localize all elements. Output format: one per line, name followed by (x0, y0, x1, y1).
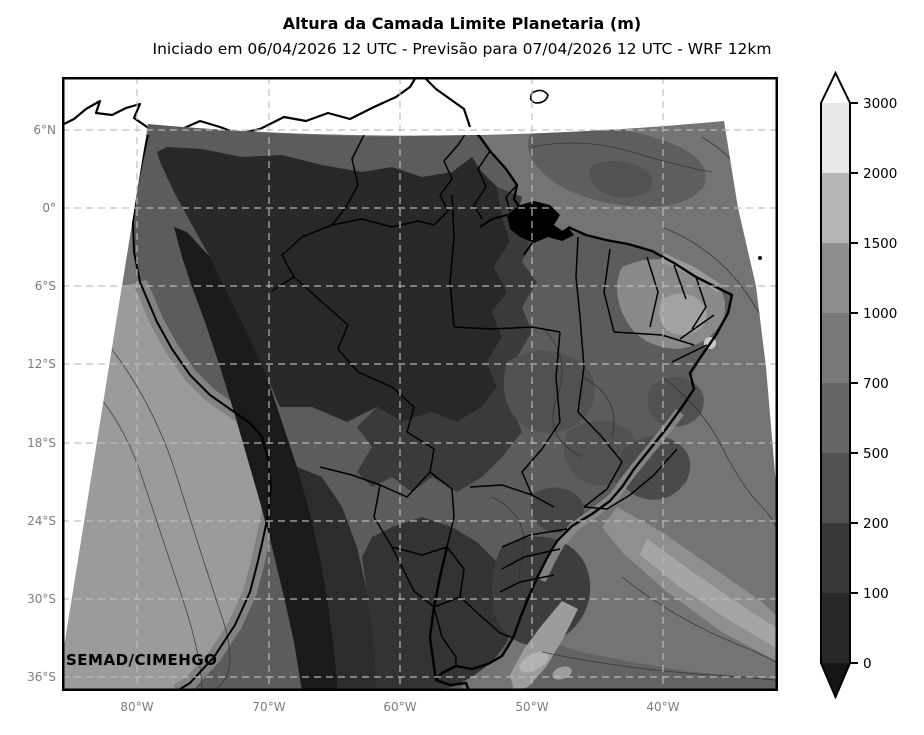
lat-tick-label: 6°N (33, 123, 56, 137)
lat-tick-label: 0° (42, 201, 56, 215)
colorbar-segment (821, 103, 850, 173)
lat-tick-label: 18°S (27, 436, 56, 450)
map-title: Altura da Camada Limite Planetaria (m) (282, 14, 642, 33)
map-plot-area (62, 77, 778, 691)
lon-tick-label: 70°W (252, 700, 286, 714)
lon-tick-label: 60°W (383, 700, 417, 714)
colorbar-tick-label: 3000 (863, 96, 897, 112)
colorbar-segment (821, 593, 850, 663)
lat-tick-label: 6°S (34, 279, 56, 293)
colorbar-segment (821, 173, 850, 243)
map-svg (62, 77, 778, 691)
coastline (132, 126, 734, 691)
map-dot (758, 256, 762, 260)
colorbar-tick-label: 100 (863, 586, 889, 602)
colorbar-tick-label: 500 (863, 446, 889, 462)
colorbar-extend-top (821, 73, 850, 103)
plot-frame (62, 77, 778, 691)
watermark: SEMAD/CIMEHGO (66, 651, 218, 669)
colorbar-tick-label: 0 (863, 656, 872, 672)
lon-tick-label: 40°W (646, 700, 680, 714)
colorbar-segment (821, 453, 850, 523)
river (428, 546, 449, 681)
colorbar-tick-label: 2000 (863, 166, 897, 182)
map-subtitle: Iniciado em 06/04/2026 12 UTC - Previsão… (152, 40, 772, 58)
amazon-delta (507, 201, 574, 243)
lon-tick-label: 50°W (515, 700, 549, 714)
lat-tick-label: 30°S (27, 592, 56, 606)
colorbar-tick-label: 200 (863, 516, 889, 532)
colorbar-segment (821, 523, 850, 593)
colorbar-tick-label: 1500 (863, 236, 897, 252)
colorbar-tick-label: 700 (863, 376, 889, 392)
colorbar-segment (821, 313, 850, 383)
lon-tick-label: 80°W (120, 700, 154, 714)
colorbar-segment (821, 383, 850, 453)
lat-tick-label: 24°S (27, 514, 56, 528)
colorbar-extend-bottom (821, 663, 850, 697)
lat-tick-label: 12°S (27, 357, 56, 371)
colorbar-tick-label: 1000 (863, 306, 897, 322)
colorbar-segment (821, 243, 850, 313)
gridlines (62, 77, 778, 691)
coastline-caribbean (62, 77, 549, 137)
lat-tick-label: 36°S (27, 670, 56, 684)
